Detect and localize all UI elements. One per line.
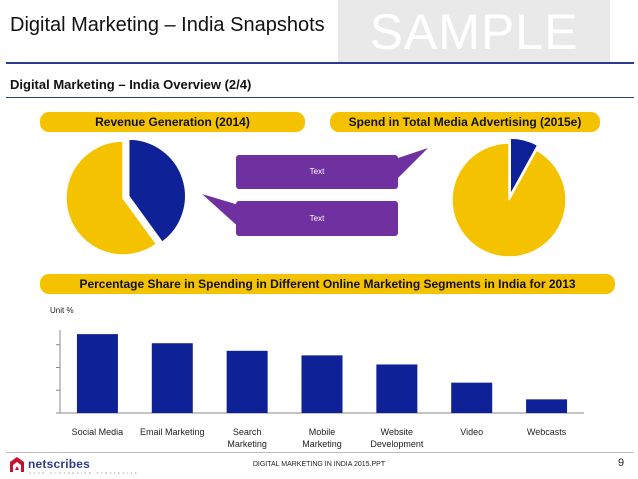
- segment-share-heading: Percentage Share in Spending in Differen…: [40, 274, 615, 294]
- text-callout-2: Text: [236, 201, 398, 236]
- bar-6: [526, 399, 568, 413]
- logo-text: netscribes: [28, 457, 91, 471]
- bar-4: [376, 364, 418, 413]
- x-label-1: Email Marketing: [140, 427, 205, 437]
- segment-bar-chart: Social Media Email Marketing Search Marketi…: [56, 330, 584, 449]
- callout-1-pointer: [392, 148, 428, 184]
- x-label-4: Website Development: [370, 427, 424, 449]
- slide-title: Digital Marketing – India Snapshots: [10, 14, 325, 36]
- title-divider: [6, 62, 634, 64]
- bar-2: [226, 350, 268, 413]
- revenue-pie-chart: [65, 138, 187, 256]
- bar-chart-unit-label: Unit %: [50, 306, 74, 315]
- revenue-pie-slice-2: [65, 140, 158, 256]
- subtitle-divider: [6, 97, 634, 98]
- bar-3: [301, 355, 343, 413]
- sample-watermark: SAMPLE: [338, 0, 610, 64]
- spend-heading: Spend in Total Media Advertising (2015e): [330, 112, 600, 132]
- bar-1: [151, 343, 193, 413]
- text-callout-1: Text: [236, 155, 398, 189]
- x-label-5: Video: [460, 427, 483, 437]
- spend-pie-slice-1: [509, 137, 539, 196]
- spend-pie-slice-2: [451, 142, 567, 258]
- page-number: 9: [618, 457, 625, 469]
- logo-icon: [10, 457, 24, 472]
- x-label-2: Search Marketing: [227, 427, 267, 449]
- x-label-6: Webcasts: [527, 427, 567, 437]
- logo-tagline: S C A N · S Y N T H E S I Z E · S T R A …: [29, 471, 138, 475]
- revenue-heading: Revenue Generation (2014): [40, 112, 305, 132]
- spend-pie-chart: [451, 137, 567, 258]
- bar-5: [451, 382, 493, 413]
- callout-2-pointer: [202, 194, 242, 230]
- section-subtitle: Digital Marketing – India Overview (2/4): [10, 77, 252, 92]
- bar-0: [76, 334, 118, 413]
- footer-filename: DIGITAL MARKETING IN INDIA 2015.PPT: [252, 461, 386, 468]
- x-label-3: Mobile Marketing: [302, 427, 342, 449]
- x-label-0: Social Media: [72, 427, 124, 437]
- revenue-pie-slice-1: [127, 138, 187, 244]
- footer-divider: [6, 452, 634, 453]
